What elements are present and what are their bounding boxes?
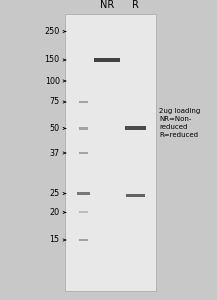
Text: 37: 37 xyxy=(49,148,60,158)
Text: 150: 150 xyxy=(44,56,60,64)
Text: 25: 25 xyxy=(49,189,60,198)
Bar xyxy=(79,211,88,214)
Bar xyxy=(126,194,145,196)
Text: R: R xyxy=(132,0,139,10)
Bar xyxy=(79,152,89,154)
Text: 50: 50 xyxy=(49,124,60,133)
Bar xyxy=(125,126,146,130)
Bar xyxy=(79,100,89,103)
Bar xyxy=(79,127,89,130)
Bar xyxy=(79,239,89,241)
Text: 100: 100 xyxy=(45,76,60,85)
Text: 75: 75 xyxy=(49,98,60,106)
Text: 250: 250 xyxy=(44,27,60,36)
Text: 20: 20 xyxy=(49,208,60,217)
Bar xyxy=(65,14,156,291)
Bar xyxy=(94,58,120,62)
Text: 15: 15 xyxy=(49,236,60,244)
Text: NR: NR xyxy=(100,0,115,10)
Bar xyxy=(77,191,90,196)
Text: 2ug loading
NR=Non-
reduced
R=reduced: 2ug loading NR=Non- reduced R=reduced xyxy=(159,108,201,138)
